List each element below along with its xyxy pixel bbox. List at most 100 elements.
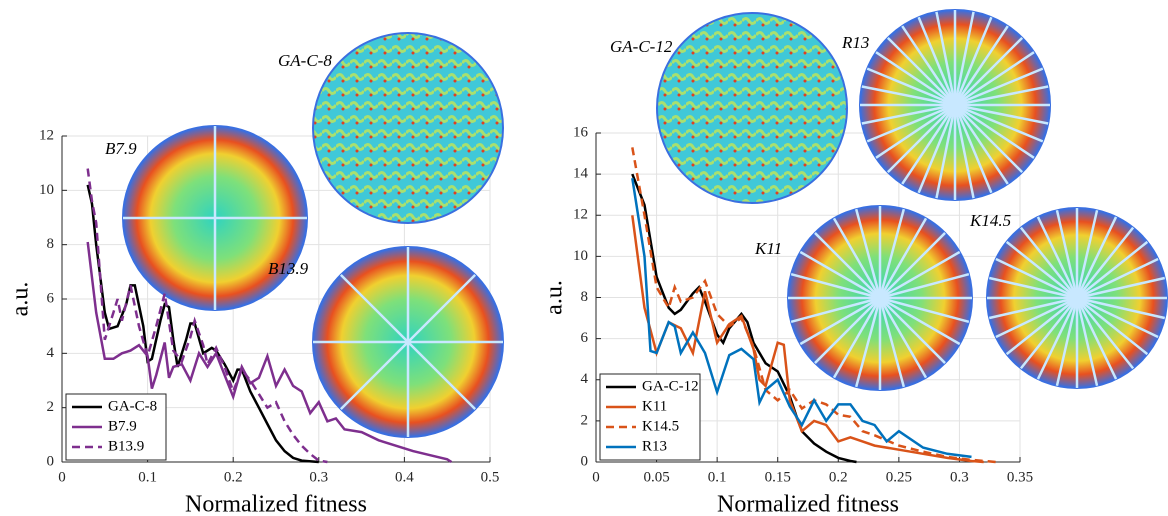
inset-spoke	[954, 67, 1044, 107]
legend-label: K11	[642, 398, 667, 414]
inset-spoke	[814, 297, 881, 364]
x-tick-label: 0.25	[886, 469, 912, 485]
inset-spoke	[953, 25, 1009, 106]
y-tick-label: 12	[573, 207, 588, 223]
x-axis-label: Normalized fitness	[185, 492, 367, 516]
x-tick-label: 0.4	[395, 469, 414, 485]
x-tick-label: 0.1	[708, 469, 727, 485]
inset-spoke	[953, 11, 975, 106]
legend-label: GA-C-12	[642, 378, 699, 394]
inset-spoke	[854, 297, 882, 388]
inset-spoke	[1076, 297, 1149, 356]
legend-label: B7.9	[108, 418, 137, 434]
y-tick-label: 4	[581, 371, 589, 387]
inset-spoke	[879, 250, 961, 300]
inset-spoke	[1055, 209, 1079, 299]
inset-spoke	[901, 25, 957, 106]
y-tick-label: 10	[573, 248, 588, 264]
inset-spoke	[988, 296, 1078, 320]
y-tick-label: 16	[573, 124, 589, 140]
inset-spoke	[832, 217, 882, 299]
inset-spoke	[954, 103, 1049, 125]
inset-spoke	[878, 208, 906, 299]
inset-spoke	[1075, 297, 1118, 380]
inset-spoke	[790, 272, 881, 300]
x-tick-label: 0.35	[1007, 469, 1033, 485]
inset-spoke	[339, 273, 409, 343]
inset-spoke	[1005, 297, 1078, 356]
inset-spoke	[1019, 226, 1078, 299]
inset-pattern	[312, 32, 504, 224]
x-tick-label: 0.1	[138, 469, 157, 485]
inset-label: GA-C-8	[278, 51, 332, 70]
inset-spoke	[953, 16, 993, 106]
x-tick-label: 0.15	[765, 469, 791, 485]
inset-label: GA-C-12	[610, 37, 673, 56]
inset-spoke	[875, 103, 956, 159]
inset-spoke	[407, 341, 477, 411]
inset-spoke	[878, 297, 906, 388]
inset-spoke	[954, 104, 1024, 174]
inset-spoke	[1076, 296, 1166, 320]
x-axis-label: Normalized fitness	[717, 492, 899, 516]
inset-spoke	[1076, 257, 1159, 300]
inset-spoke	[879, 232, 946, 299]
inset-label: K11	[754, 239, 782, 258]
inset-spoke	[953, 104, 1009, 185]
x-tick-label: 0.2	[829, 469, 848, 485]
inset-spoke	[790, 296, 881, 324]
inset-spoke	[1076, 240, 1149, 299]
legend-label: B13.9	[108, 438, 144, 454]
y-tick-label: 12	[39, 127, 54, 143]
chart: 0 2 4 6 8 10 12 14 16 0 0.05 0.1 0.15 0.2 0.25 0.3 0.35 N…	[542, 9, 1168, 516]
legend-label: K14.5	[642, 418, 679, 434]
inset-label: R13	[841, 33, 869, 52]
inset-spoke	[861, 103, 956, 125]
y-tick-label: 10	[39, 182, 54, 198]
inset-spoke	[954, 85, 1049, 107]
inset-spoke	[953, 104, 993, 194]
y-tick-label: 8	[581, 289, 589, 305]
inset-spoke	[954, 103, 1044, 143]
chart: 0 2 4 6 8 10 12 0 0.1 0.2 0.3 0.4 0.5 Normalized fitn…	[8, 32, 504, 516]
y-tick-label: 6	[47, 290, 55, 306]
series-line	[631, 178, 972, 459]
inset-spoke	[879, 296, 970, 324]
x-tick-label: 0.05	[643, 469, 669, 485]
legend-label: GA-C-8	[108, 398, 157, 414]
x-tick-label: 0	[58, 469, 66, 485]
inset-spoke	[1036, 216, 1079, 299]
inset-spoke	[1075, 216, 1118, 299]
series-line	[86, 168, 328, 464]
inset-spoke	[995, 257, 1078, 300]
inset-spoke	[954, 36, 1024, 106]
legend-label: R13	[642, 438, 667, 454]
inset-spoke	[917, 104, 957, 194]
inset-spoke	[832, 297, 882, 379]
inset-spoke	[879, 297, 946, 364]
y-tick-label: 14	[573, 166, 589, 182]
inset-spoke	[875, 51, 956, 107]
inset-spoke	[799, 250, 881, 300]
series-line	[631, 173, 857, 464]
inset-spoke	[799, 296, 881, 346]
y-tick-label: 8	[47, 236, 55, 252]
inset-spoke	[953, 104, 975, 199]
inset-spoke	[1075, 297, 1099, 387]
x-tick-label: 0.5	[481, 469, 500, 485]
inset-spoke	[407, 273, 477, 343]
inset-spoke	[1036, 297, 1079, 380]
x-tick-label: 0.3	[950, 469, 969, 485]
y-tick-label: 0	[581, 453, 589, 469]
inset-spoke	[886, 36, 956, 106]
inset-spoke	[917, 16, 957, 106]
inset-spoke	[879, 296, 961, 346]
inset-spoke	[339, 341, 409, 411]
inset-spoke	[854, 208, 882, 299]
y-axis-label: a.u.	[542, 280, 568, 315]
x-tick-label: 0.2	[224, 469, 243, 485]
inset-spoke	[1076, 276, 1166, 300]
inset-spoke	[901, 104, 957, 185]
